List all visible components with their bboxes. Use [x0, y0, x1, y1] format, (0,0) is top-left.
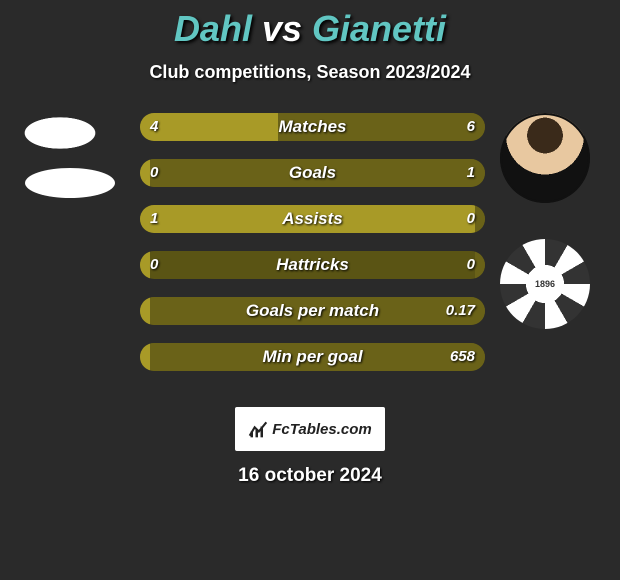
stat-value-left: 0	[150, 251, 158, 279]
stat-value-right: 658	[450, 343, 475, 371]
stat-row: Goals per match0.17	[140, 297, 485, 325]
stat-fill-left	[140, 343, 150, 371]
stat-fill-right	[150, 297, 485, 325]
stat-row: Min per goal658	[140, 343, 485, 371]
stat-value-left: 0	[150, 159, 158, 187]
stat-row: Matches46	[140, 113, 485, 141]
stat-fill-right	[150, 159, 485, 187]
player1-club-logo	[25, 168, 115, 198]
subtitle: Club competitions, Season 2023/2024	[0, 62, 620, 83]
stat-fill-left	[140, 113, 278, 141]
watermark-text: FcTables.com	[272, 421, 371, 438]
stat-value-right: 6	[467, 113, 475, 141]
date-label: 16 october 2024	[0, 465, 620, 487]
stat-row: Assists10	[140, 205, 485, 233]
stat-row: Hattricks0 0	[140, 251, 485, 279]
comparison-title: Dahl vs Gianetti	[0, 0, 620, 50]
stat-fill-left	[140, 297, 150, 325]
player1-avatar	[15, 113, 105, 153]
stats-bars-container: Matches46Goals01Assists10Hattricks00Goal…	[140, 113, 485, 389]
player2-name: Gianetti	[312, 8, 446, 49]
stat-fill-left	[140, 251, 150, 279]
stat-fill-right	[475, 205, 485, 233]
vs-separator: vs	[262, 8, 302, 49]
stat-row: Goals01	[140, 159, 485, 187]
stat-value-right: 0	[467, 251, 475, 279]
stat-value-left: 4	[150, 113, 158, 141]
club-right-year: 1896	[535, 279, 555, 289]
player2-club-logo: 1896	[500, 239, 590, 329]
watermark: FcTables.com	[235, 407, 385, 451]
chart-icon	[248, 419, 268, 439]
stat-value-right: 0	[467, 205, 475, 233]
stat-value-right: 0.17	[446, 297, 475, 325]
stats-stage: 1896 Matches46Goals01Assists10Hattricks0…	[0, 113, 620, 413]
stat-fill-right	[150, 343, 485, 371]
stat-label: Hattricks	[140, 251, 485, 279]
player1-name: Dahl	[174, 8, 252, 49]
stat-value-right: 1	[467, 159, 475, 187]
stat-fill-right	[475, 251, 485, 279]
player2-avatar	[500, 113, 590, 203]
stat-fill-left	[140, 159, 150, 187]
stat-value-left: 1	[150, 205, 158, 233]
stat-fill-left	[140, 205, 475, 233]
stat-fill-right	[278, 113, 485, 141]
